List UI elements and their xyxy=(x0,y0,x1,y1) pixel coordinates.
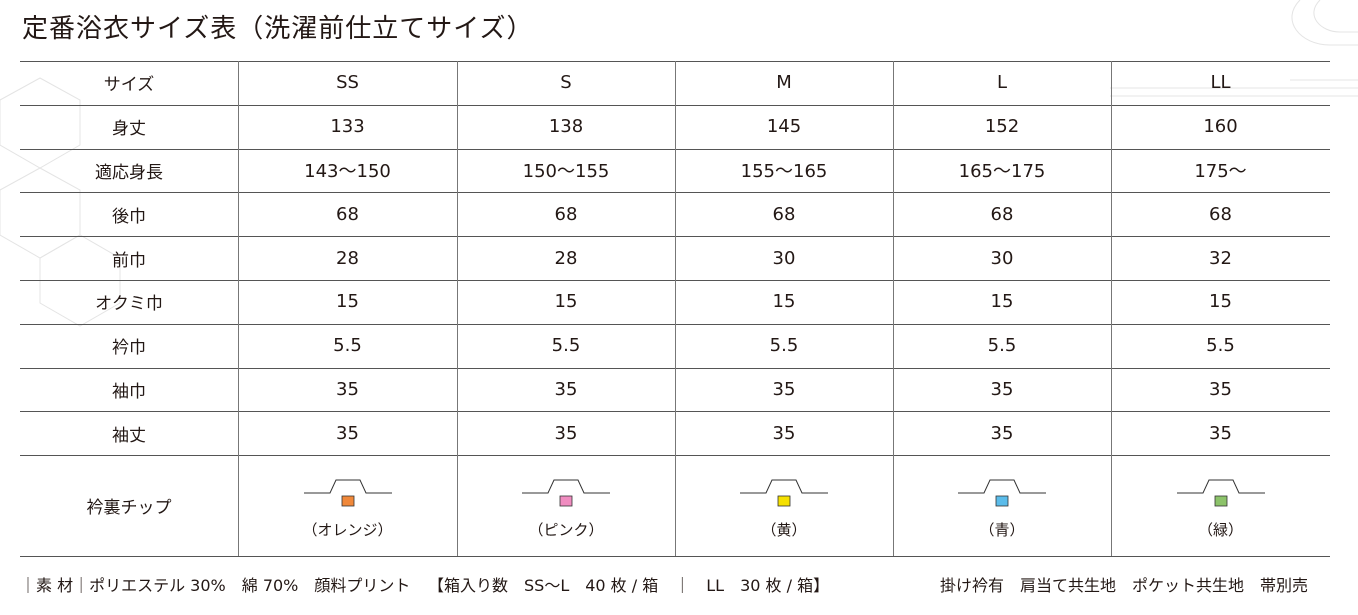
row-line xyxy=(20,556,1330,557)
cell: 5.5 xyxy=(333,335,362,357)
row-label: 衿巾 xyxy=(112,338,146,359)
chip-label: （黄） xyxy=(761,521,807,540)
cell: 68 xyxy=(336,203,359,225)
cell: M xyxy=(776,72,792,94)
row-label: 袖丈 xyxy=(112,425,146,446)
cell: 35 xyxy=(336,378,359,400)
column-line xyxy=(675,61,676,556)
collar-shape xyxy=(958,479,1046,494)
column-line xyxy=(1111,61,1112,556)
cell: 152 xyxy=(984,116,1020,138)
footer-note: ｜素 材｜ポリエステル 30% 綿 70% 顔料プリント xyxy=(20,576,411,595)
cell: 15 xyxy=(554,291,578,313)
cell: 150〜155 xyxy=(522,161,610,183)
cell: 155〜165 xyxy=(740,161,828,183)
cell: 160 xyxy=(1203,116,1238,138)
cell: 133 xyxy=(330,116,365,138)
cell: LL xyxy=(1210,72,1231,94)
chip-swatch xyxy=(559,495,573,507)
cell: 32 xyxy=(1209,247,1232,269)
cell: 5.5 xyxy=(769,335,799,357)
chip-label: （ピンク） xyxy=(528,521,604,540)
cell: 165〜175 xyxy=(958,161,1046,183)
collar-chip xyxy=(1176,479,1265,507)
collar-shape xyxy=(1176,479,1265,494)
cell: SS xyxy=(336,72,359,94)
column-line xyxy=(893,61,894,556)
cell: 5.5 xyxy=(1206,335,1235,357)
cell: L xyxy=(996,72,1008,94)
chip-label: （緑） xyxy=(1197,521,1243,540)
cell: 175〜 xyxy=(1194,161,1247,183)
cell: 68 xyxy=(554,203,578,225)
cell: S xyxy=(560,72,572,94)
footer-note: 掛け衿有 肩当て共生地 ポケット共生地 帯別売 xyxy=(940,576,1309,595)
cell: 28 xyxy=(336,247,359,269)
row-label: 前巾 xyxy=(112,250,146,271)
cell: 68 xyxy=(1209,203,1232,225)
collar-shape xyxy=(740,479,828,494)
row-label: 適応身長 xyxy=(95,162,163,183)
collar-chip xyxy=(522,479,610,507)
row-label: 衿裏チップ xyxy=(86,498,172,519)
cell: 35 xyxy=(336,422,359,444)
chip-swatch xyxy=(341,495,354,507)
cell: 35 xyxy=(1209,378,1232,400)
chip-swatch xyxy=(995,495,1009,507)
chip-label: （青） xyxy=(979,521,1025,540)
cell: 5.5 xyxy=(987,335,1017,357)
cell: 68 xyxy=(990,203,1014,225)
cell: 145 xyxy=(766,116,802,138)
cell: 68 xyxy=(772,203,796,225)
cell: 28 xyxy=(554,247,578,269)
chip-swatch xyxy=(1214,495,1227,507)
cell: 138 xyxy=(548,116,584,138)
row-label: 後巾 xyxy=(112,206,146,227)
cell: 30 xyxy=(990,247,1014,269)
cell: 35 xyxy=(990,378,1014,400)
row-label: オクミ巾 xyxy=(95,294,163,315)
footer-note: 【箱入り数 SS〜L 40 枚 / 箱 ｜ LL 30 枚 / 箱】 xyxy=(428,576,830,595)
collar-shape xyxy=(522,479,610,494)
cell: 35 xyxy=(772,422,796,444)
collar-chip xyxy=(958,479,1046,507)
row-label: 袖巾 xyxy=(112,381,146,402)
cell: 143〜150 xyxy=(304,161,391,183)
collar-chip xyxy=(303,479,392,507)
collar-chip xyxy=(740,479,828,507)
row-label: サイズ xyxy=(103,75,155,96)
row-label: 身丈 xyxy=(112,119,146,140)
chip-swatch xyxy=(777,495,791,507)
cell: 30 xyxy=(772,247,796,269)
column-line xyxy=(238,61,239,556)
cell: 35 xyxy=(772,378,796,400)
cell: 35 xyxy=(990,422,1014,444)
column-line xyxy=(457,61,458,556)
cell: 15 xyxy=(336,291,359,313)
cell: 5.5 xyxy=(551,335,581,357)
cell: 35 xyxy=(554,378,578,400)
title: 定番浴衣サイズ表（洗濯前仕立てサイズ） xyxy=(22,14,534,44)
chip-label: （オレンジ） xyxy=(302,521,393,540)
cell: 15 xyxy=(990,291,1014,313)
collar-shape xyxy=(303,479,392,494)
cell: 35 xyxy=(1209,422,1232,444)
cell: 15 xyxy=(772,291,796,313)
cell: 35 xyxy=(554,422,578,444)
cell: 15 xyxy=(1209,291,1232,313)
